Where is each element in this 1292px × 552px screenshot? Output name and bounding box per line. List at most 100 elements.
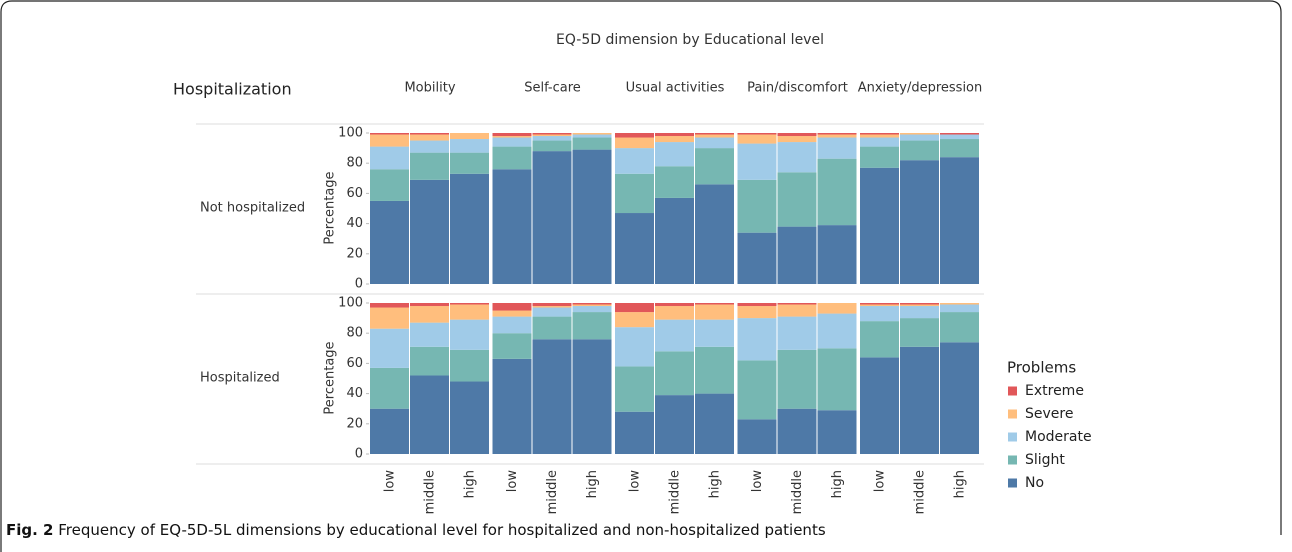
- bar-segment: [450, 304, 489, 320]
- bar-segment: [410, 179, 449, 284]
- bar-segment: [492, 146, 532, 170]
- y-axis-label: Percentage: [323, 341, 338, 414]
- bar-segment: [410, 322, 449, 347]
- y-tick-label: 100: [338, 126, 363, 141]
- bar-segment: [370, 307, 409, 329]
- bar-segment: [860, 321, 899, 358]
- bar-segment: [532, 306, 572, 308]
- bar-segment: [410, 375, 449, 454]
- bar-segment: [655, 142, 694, 167]
- bar-segment: [737, 306, 777, 319]
- legend-swatch: [1008, 432, 1017, 442]
- x-tick-label: high: [830, 470, 845, 498]
- y-tick-label: 20: [346, 416, 363, 431]
- bar-segment: [410, 303, 449, 307]
- bar-segment: [737, 134, 777, 144]
- bar-segment: [900, 160, 939, 284]
- legend-swatch: [1008, 455, 1017, 465]
- bar-segment: [450, 303, 489, 305]
- y-tick-label: 40: [346, 216, 363, 231]
- bar-segment: [492, 310, 532, 317]
- bar-segment: [817, 137, 857, 159]
- bar-segment: [615, 137, 654, 149]
- bar-segment: [655, 351, 694, 396]
- bar-segment: [737, 360, 777, 420]
- bar-segment: [777, 349, 817, 409]
- y-tick-label: 100: [338, 296, 363, 311]
- bar-segment: [450, 133, 489, 140]
- bar-segment: [900, 346, 939, 454]
- x-tick-label: middle: [668, 470, 683, 514]
- bar-segment: [572, 137, 612, 150]
- bar-segment: [900, 303, 939, 305]
- bar-segment: [900, 304, 939, 307]
- bar-segment: [370, 367, 409, 409]
- bar-segment: [655, 306, 694, 320]
- bar-segment: [655, 303, 694, 307]
- column-header: Mobility: [404, 81, 455, 96]
- bar-segment: [695, 184, 734, 284]
- bar-segment: [450, 381, 489, 454]
- bar-segment: [940, 134, 979, 140]
- bar-segment: [860, 303, 899, 305]
- bar-segment: [615, 327, 654, 367]
- bar-segment: [615, 303, 654, 313]
- bar-segment: [860, 137, 899, 147]
- bar-segment: [532, 140, 572, 152]
- bar-segment: [532, 151, 572, 284]
- row-label: Hospitalized: [200, 371, 280, 386]
- bar-segment: [655, 197, 694, 284]
- bar-segment: [450, 139, 489, 153]
- bar-segment: [860, 133, 899, 135]
- bar-segment: [655, 319, 694, 352]
- bar-segment: [410, 306, 449, 323]
- legend-swatch: [1008, 386, 1017, 396]
- bar-segment: [615, 148, 654, 174]
- column-header: Self-care: [524, 81, 581, 96]
- x-tick-label: high: [463, 470, 478, 498]
- row-label: Not hospitalized: [200, 201, 305, 216]
- bar-segment: [370, 134, 409, 147]
- bar-segment: [860, 167, 899, 284]
- column-header: Anxiety/depression: [858, 81, 983, 96]
- x-tick-label: high: [953, 470, 968, 498]
- bar-segment: [655, 166, 694, 198]
- bar-segment: [737, 179, 777, 233]
- legend-swatch: [1008, 478, 1017, 488]
- bar-segment: [900, 133, 939, 135]
- legend-label: No: [1025, 475, 1044, 491]
- row-title: Hospitalization: [173, 80, 292, 99]
- bar-segment: [860, 146, 899, 168]
- bar-segment: [572, 303, 612, 305]
- legend-label: Extreme: [1025, 383, 1084, 399]
- bar-segment: [532, 316, 572, 340]
- bar-segment: [370, 200, 409, 284]
- bar-segment: [817, 134, 857, 138]
- bar-segment: [615, 173, 654, 214]
- bar-segment: [492, 133, 532, 137]
- bar-segment: [777, 304, 817, 317]
- bar-segment: [410, 140, 449, 153]
- bar-segment: [410, 346, 449, 376]
- y-axis-label: Percentage: [323, 171, 338, 244]
- bar-segment: [532, 133, 572, 135]
- bar-segment: [695, 148, 734, 185]
- legend-title: Problems: [1007, 359, 1076, 377]
- bar-segment: [410, 133, 449, 135]
- bar-segment: [695, 303, 734, 305]
- bar-segment: [532, 136, 572, 141]
- bar-segment: [370, 408, 409, 454]
- bar-segment: [737, 232, 777, 284]
- bar-segment: [695, 134, 734, 138]
- bar-segment: [572, 134, 612, 138]
- bar-segment: [615, 411, 654, 454]
- bar-segment: [817, 133, 857, 135]
- bar-segment: [737, 133, 777, 135]
- bar-segment: [940, 342, 979, 454]
- bar-segment: [817, 313, 857, 349]
- bar-segment: [695, 137, 734, 149]
- bar-segment: [860, 134, 899, 138]
- x-tick-label: high: [585, 470, 600, 498]
- bar-segment: [492, 316, 532, 334]
